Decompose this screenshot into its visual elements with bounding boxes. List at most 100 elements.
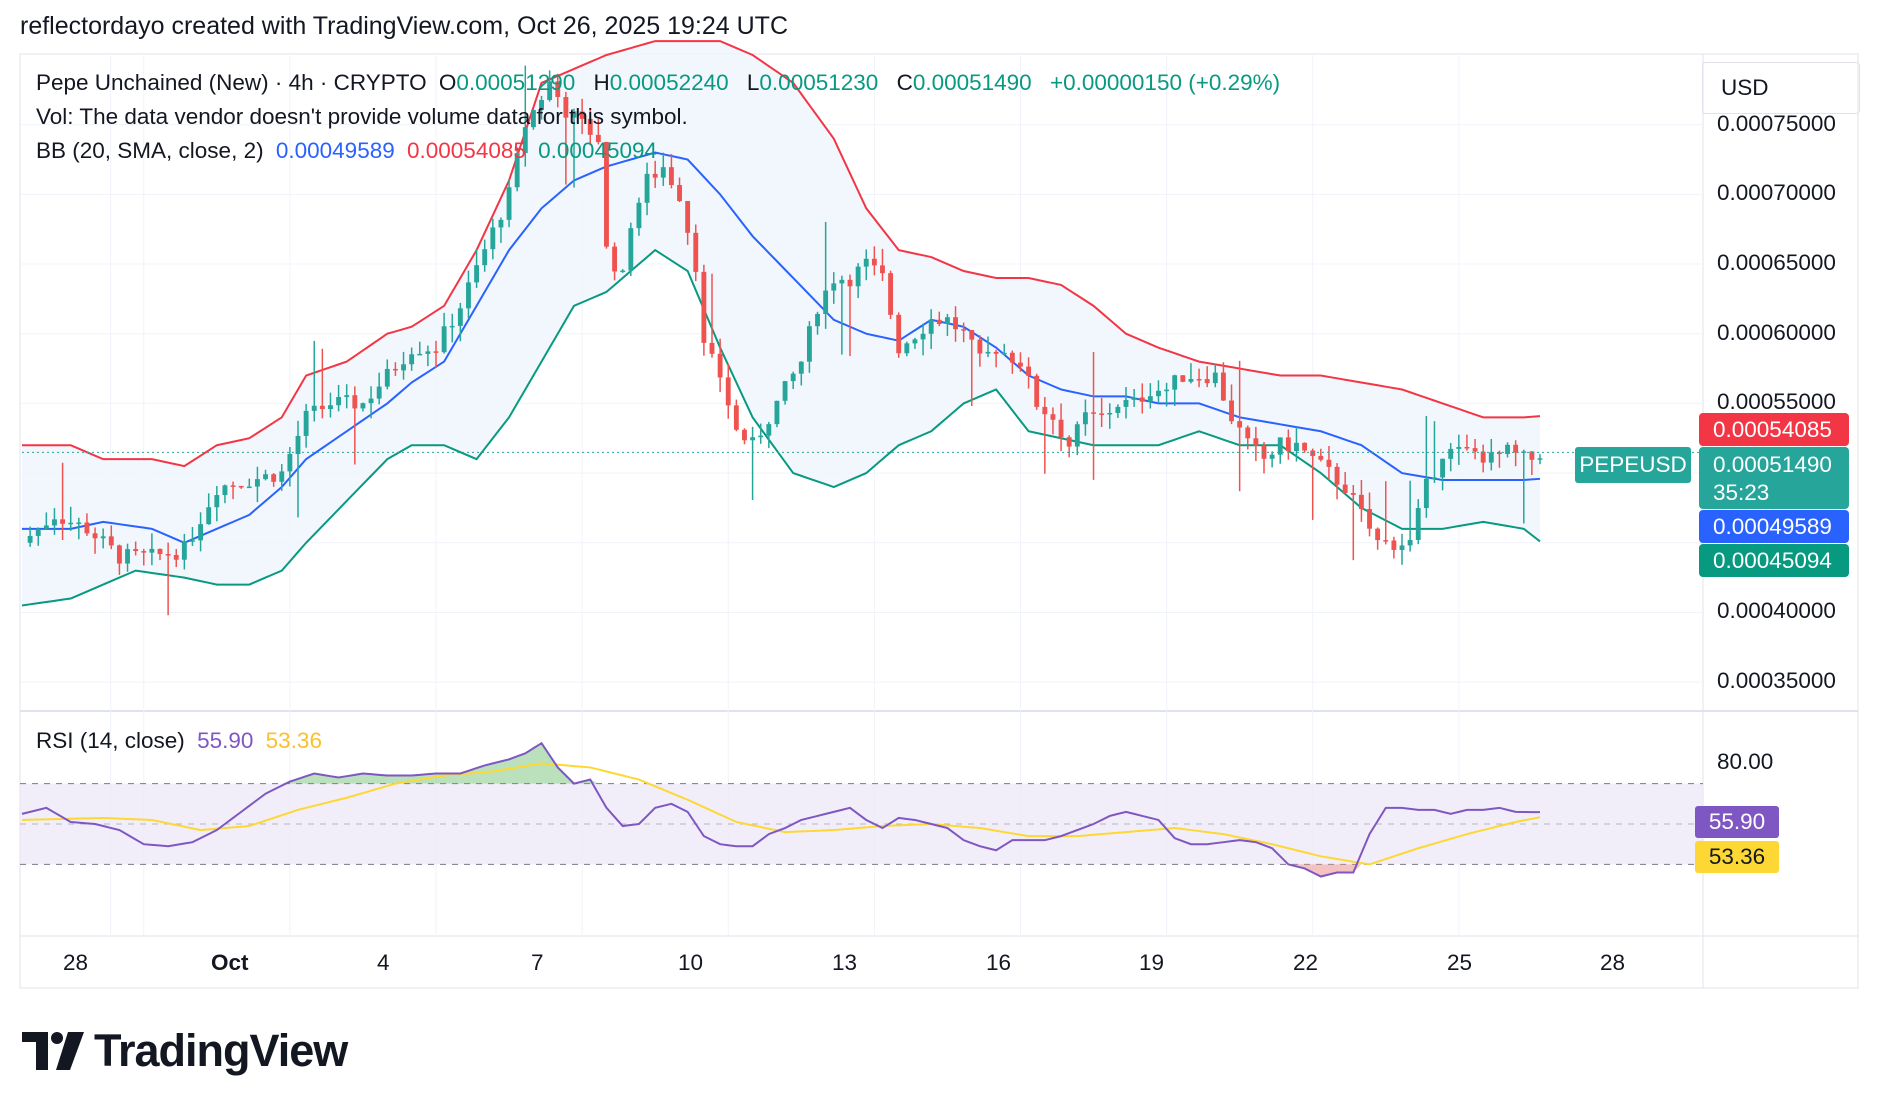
legend-high: H0.00052240 [593, 70, 729, 95]
candle-body [401, 364, 406, 371]
candle-body [790, 373, 796, 382]
tradingview-logo-text: TradingView [94, 1025, 348, 1076]
candle-body [1399, 545, 1405, 550]
candle-body [944, 317, 950, 325]
candle-body [1302, 442, 1308, 451]
candle-body [539, 100, 544, 111]
candle-body [417, 353, 423, 356]
candle-body [733, 405, 739, 430]
candle-body [1042, 406, 1048, 415]
candle-body [498, 219, 504, 228]
candle-body [742, 429, 747, 441]
candle-body [628, 228, 634, 271]
candle-body [1472, 448, 1478, 452]
candle-body [1285, 437, 1291, 452]
candle-body [1358, 494, 1364, 510]
candle-body [1066, 437, 1072, 447]
volume-note: Vol: The data vendor doesn't provide vol… [36, 104, 688, 129]
rsi-tick-label: 80.00 [1717, 749, 1774, 775]
candle-body [969, 330, 975, 340]
candle-body [652, 173, 658, 178]
candle-body [758, 435, 764, 438]
candle-body [35, 528, 41, 536]
candle-body [263, 474, 268, 480]
rsi-legend-row[interactable]: RSI (14, close) 55.90 53.36 [36, 728, 328, 754]
candle-body [254, 479, 260, 487]
candle-body [815, 313, 820, 327]
candle-body [774, 400, 780, 425]
candle-body [595, 134, 601, 142]
candle-body [993, 351, 999, 354]
candle-body [92, 533, 98, 539]
candle-body [1415, 508, 1421, 540]
candle-body [888, 273, 894, 315]
candle-body [855, 266, 861, 287]
candle-body [311, 405, 317, 411]
candle-body [863, 258, 869, 267]
main-legend-row: Pepe Unchained (New) · 4h · CRYPTO O0.00… [36, 70, 1286, 96]
currency-button[interactable]: USD [1702, 62, 1860, 114]
candle-body [1383, 540, 1389, 542]
candle-body [319, 405, 325, 410]
candle-body [433, 351, 439, 353]
time-tick-label: 7 [531, 950, 544, 975]
candle-body [961, 329, 967, 331]
candle-body [823, 290, 829, 314]
candle-body [928, 319, 934, 334]
candle-body [571, 111, 577, 118]
candle-body [1229, 400, 1234, 422]
candle-body [425, 351, 431, 354]
candle-body [457, 308, 463, 326]
legend-close: C0.00051490 [896, 70, 1032, 95]
candle-body [441, 326, 447, 353]
candle-body [1488, 452, 1494, 463]
legend-open: O0.00051290 [438, 70, 576, 95]
candle-body [725, 377, 731, 406]
rsi-line [21, 741, 1540, 878]
candle-body [514, 153, 520, 188]
candle-body [912, 339, 918, 344]
candle-body [798, 361, 804, 374]
symbol-label: PEPEUSD [1575, 447, 1691, 483]
candle-body [108, 536, 114, 546]
candle-body [644, 173, 650, 203]
candle-body [636, 202, 642, 229]
time-tick-label: 10 [678, 950, 704, 975]
candle-body [392, 368, 398, 371]
candle-body [181, 541, 187, 560]
candle-body [953, 317, 958, 330]
candle-body [701, 271, 707, 343]
time-tick-label: 28 [1600, 950, 1626, 975]
candle-body [1196, 379, 1202, 381]
candle-body [1423, 478, 1429, 509]
legend-change: +0.00000150 (+0.29%) [1049, 70, 1281, 95]
candle-body [871, 258, 877, 266]
time-tick-label: 28 [63, 950, 89, 975]
candle-body [1237, 421, 1243, 428]
candle-body [1277, 437, 1283, 455]
candle-body [522, 127, 528, 154]
candle-body [466, 282, 471, 309]
candle-body [604, 141, 609, 247]
candle-body [847, 279, 853, 287]
tradingview-logo[interactable]: TradingView [22, 1025, 348, 1077]
candle-body [1269, 454, 1275, 459]
time-tick-label: 19 [1139, 950, 1165, 975]
upper-band-price-label: 0.00054085 [1699, 413, 1849, 446]
candle-body [685, 200, 691, 233]
price-tick-label: 0.00035000 [1717, 668, 1836, 694]
candle-body [1204, 379, 1210, 384]
candle-body [344, 395, 350, 398]
credit-line: reflectordayo created with TradingView.c… [20, 12, 788, 40]
candle-body [1115, 406, 1121, 413]
candle-body [506, 187, 512, 220]
bb-legend-row[interactable]: BB (20, SMA, close, 2) 0.00049589 0.0005… [36, 138, 663, 164]
candle-body [1342, 484, 1348, 494]
candle-body [368, 398, 374, 404]
candle-body [766, 424, 772, 436]
candle-body [133, 549, 139, 552]
candle-body [1407, 539, 1413, 546]
candle-body [1050, 414, 1056, 420]
candle-body [831, 283, 837, 291]
